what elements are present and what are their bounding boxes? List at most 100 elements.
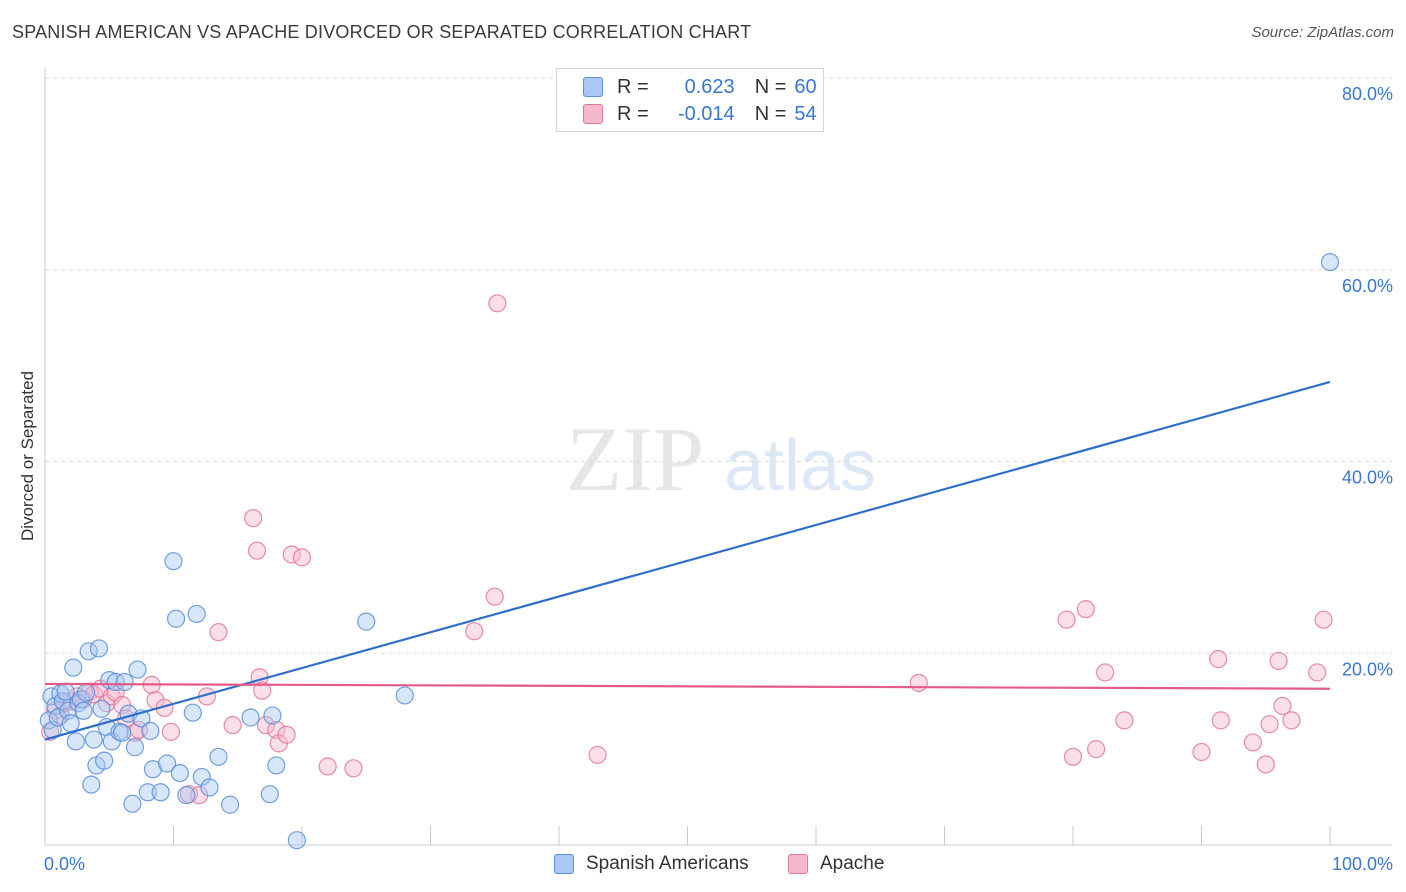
point-spanish [64,658,83,677]
point-spanish [92,699,111,718]
point-spanish [61,714,80,733]
point-spanish [177,786,196,805]
legend-n-label: N = [754,102,787,125]
y-tick-label: 40.0% [1342,468,1393,488]
point-spanish [125,738,145,757]
point-apache [1260,715,1279,734]
point-apache [1115,711,1134,730]
watermark-atlas: atlas [724,426,876,506]
point-apache [277,725,296,744]
y-tick-label: 20.0% [1342,659,1393,679]
point-spanish [260,785,279,804]
point-spanish [138,783,157,802]
trend-line-apache [44,682,1331,690]
point-apache [223,716,242,735]
point-spanish [79,642,98,661]
watermark-zip: ZIP [566,408,704,510]
point-spanish [151,783,170,802]
legend-n-value: 60 [794,75,817,98]
point-apache [588,745,607,764]
x-tick-label-min: 0.0% [44,854,85,874]
point-spanish [267,756,286,775]
correlation-legend: R = 0.623 N = 60 R = -0.014 N = 54 [556,68,824,132]
chart-title: SPANISH AMERICAN VS APACHE DIVORCED OR S… [12,22,752,42]
point-apache [1308,663,1327,682]
point-apache [465,622,484,641]
bottom-legend-spanish: Spanish Americans [554,852,749,876]
point-spanish [1320,252,1340,272]
trend-line-spanish [44,380,1331,741]
point-spanish [77,683,96,702]
point-spanish [220,795,240,814]
legend-row-spanish: R = 0.623 N = 60 [583,74,817,100]
legend-row-apache: R = -0.014 N = 54 [583,101,817,127]
point-spanish [112,723,132,742]
legend-swatch-spanish [583,77,603,97]
point-spanish [241,708,260,727]
point-apache [1211,711,1230,730]
point-spanish [95,751,114,770]
tick-labels: 20.0% 40.0% 60.0% 80.0% 0.0% 100.0% [44,84,1393,874]
point-apache [247,541,267,560]
point-spanish [89,639,109,658]
point-spanish [84,730,103,749]
y-tick-label: 80.0% [1342,84,1393,104]
point-apache [1269,651,1288,671]
point-spanish [74,701,93,720]
point-spanish [183,703,202,722]
point-spanish [209,747,228,766]
point-spanish [115,672,134,692]
point-apache [1057,610,1076,629]
legend-r-value: -0.014 [677,102,735,125]
point-spanish [141,721,160,741]
point-spanish [123,794,142,813]
legend-n-label: N = [754,75,787,98]
point-spanish [200,778,219,797]
point-spanish [287,831,306,850]
point-apache [1192,742,1211,762]
point-apache [282,545,301,564]
point-apache [244,508,263,528]
point-apache [1282,711,1301,730]
point-spanish [170,763,190,783]
point-apache [344,759,363,778]
grid [45,77,1392,654]
point-spanish [164,552,183,571]
axes [44,68,1392,846]
point-apache [488,294,507,313]
bottom-legend-swatch-spanish [554,854,574,874]
point-spanish [187,604,206,624]
legend-swatch-apache [583,104,603,124]
legend-r-value: 0.623 [684,75,735,98]
point-spanish [128,660,147,679]
point-apache [318,757,337,776]
point-apache [1243,733,1263,752]
legend-n-value: 54 [794,102,817,125]
legend-r-label: R = [617,102,649,125]
points-layer [39,252,1340,850]
point-apache [1076,600,1095,619]
point-apache [209,623,228,642]
point-apache [292,548,312,567]
point-spanish [66,732,85,751]
bottom-legend-label-spanish: Spanish Americans [586,853,749,874]
point-apache [1256,755,1275,774]
source-label: Source: ZipAtlas.com [1251,24,1394,41]
point-spanish [263,706,282,725]
point-apache [909,673,928,693]
y-tick-label: 60.0% [1342,276,1393,296]
point-apache [1087,740,1106,759]
trend-lines [44,380,1331,741]
point-apache [1209,649,1228,669]
point-apache [161,722,181,741]
point-apache [253,681,272,700]
x-tick-label-max: 100.0% [1332,854,1393,874]
point-spanish [357,612,376,631]
bottom-legend-swatch-apache [788,854,808,874]
point-spanish [166,609,186,628]
point-apache [267,720,286,740]
bottom-legend-label-apache: Apache [820,853,885,874]
bottom-legend-apache: Apache [788,852,884,876]
point-apache [1273,696,1292,716]
